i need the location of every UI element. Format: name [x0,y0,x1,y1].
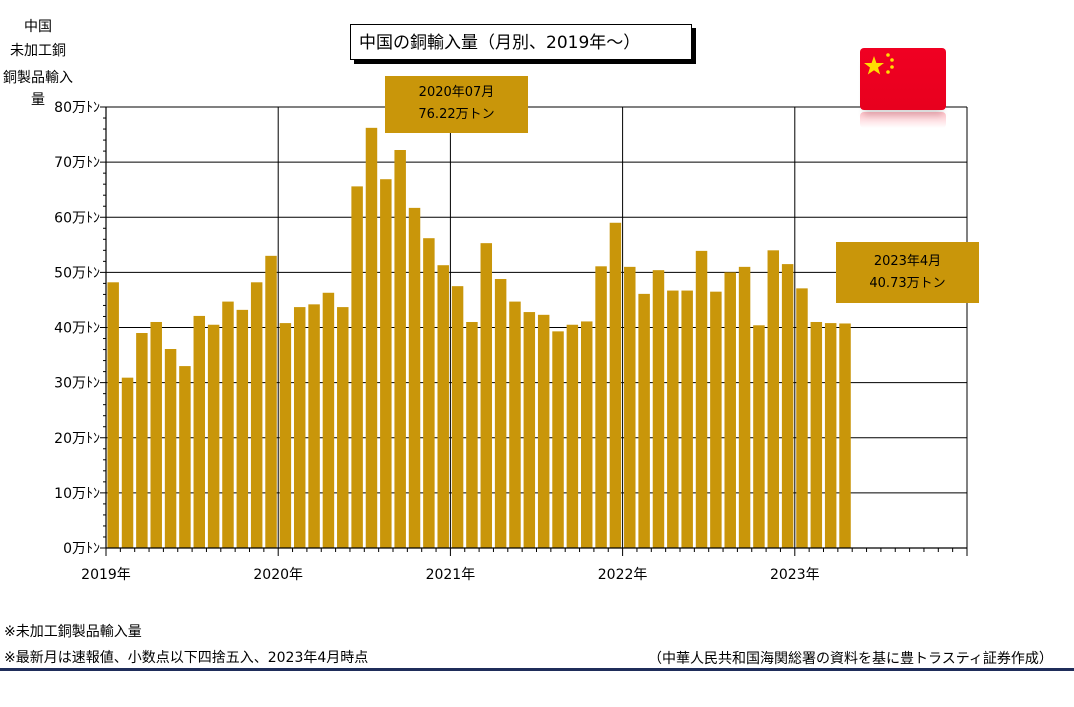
x-tick-labels: 2019年 2020年 2021年 2022年 2023年 [81,567,819,583]
china-flag-icon [860,48,946,110]
y-tick-label: 80万ﾄﾝ [54,100,100,116]
bar-2019-12 [265,255,277,548]
bar-2020-10 [408,207,421,548]
bar-2020-09 [394,149,406,548]
x-tick-label: 2020年 [253,567,303,583]
flag-reflection [860,112,946,128]
y-tick-label: 50万ﾄﾝ [54,265,100,281]
y-tick-label: 20万ﾄﾝ [54,431,100,447]
y-tick-label: 60万ﾄﾝ [54,210,100,226]
bar-2019-04 [150,321,162,548]
bar-2019-06 [179,366,191,548]
bar-2021-05 [509,301,521,548]
axes [100,106,968,556]
bar-2021-11 [595,266,607,548]
bar-2019-08 [207,324,220,548]
bar-2021-07 [537,314,550,548]
bar-2020-02 [293,307,306,548]
peak-callout-date: 2020年07月 [418,85,495,100]
latest-callout-value: 40.73万トン [869,276,946,291]
bar-2021-10 [580,321,593,548]
y-tick-label: 10万ﾄﾝ [54,486,100,502]
y-tick-label: 70万ﾄﾝ [54,155,100,171]
bar-2019-05 [164,348,177,548]
bar-2021-02 [466,321,478,548]
peak-callout-value: 76.22万トン [418,107,495,122]
bar-2019-01 [107,282,119,548]
bar-series [107,127,851,548]
bar-2020-07 [365,127,378,548]
bar-2023-03 [824,323,837,548]
bar-2022-09 [738,266,751,548]
bar-2020-08 [380,179,392,548]
y-tick-labels: 0万ﾄﾝ 10万ﾄﾝ 20万ﾄﾝ 30万ﾄﾝ 40万ﾄﾝ 50万ﾄﾝ 60万ﾄﾝ 70万ﾄﾝ 8… [54,100,100,557]
bar-2021-12 [609,222,622,548]
bar-2020-04 [322,292,335,548]
bar-2021-06 [523,312,536,548]
bar-2022-12 [781,264,794,548]
bar-2023-02 [810,321,823,548]
x-tick-label: 2022年 [598,567,648,583]
bar-2023-01 [796,288,808,548]
y-tick-label: 40万ﾄﾝ [54,321,100,337]
bar-2022-06 [695,250,708,548]
bar-2022-08 [724,272,736,548]
bar-2019-03 [136,333,148,548]
bar-2020-05 [337,307,349,548]
bar-2020-11 [423,238,435,548]
bar-2019-10 [236,309,249,548]
bar-2021-03 [480,243,493,548]
gridlines [106,106,968,549]
bar-2022-03 [652,270,665,548]
bar-2022-05 [681,290,693,548]
bar-2020-03 [308,304,320,548]
footnote-2: ※最新月は速報値、小数点以下四捨五入、2023年4月時点 [4,650,369,666]
bar-2021-01 [451,286,464,548]
peak-callout: 2020年07月 76.22万トン [385,76,528,133]
bar-2020-06 [351,186,363,548]
bar-2022-01 [624,266,636,548]
bar-2021-04 [494,278,507,548]
y-axis-label-line-3: 銅製品輸入量 [3,70,73,108]
bar-2020-01 [279,323,292,548]
bar-2019-11 [250,282,263,548]
latest-callout-date: 2023年4月 [873,254,942,269]
bar-2020-12 [437,265,449,548]
bar-2023-04 [839,323,851,548]
bar-2021-08 [552,331,564,548]
y-axis-label-line-2: 未加工銅 [10,43,66,59]
bar-2021-09 [566,324,579,548]
x-tick-label: 2023年 [770,567,820,583]
y-tick-label: 30万ﾄﾝ [54,376,100,392]
bar-2022-11 [767,250,780,548]
bar-2019-09 [222,301,234,548]
source-note: （中華人民共和国海関総署の資料を基に豊トラスティ証券作成） [648,651,1053,667]
chart-title: 中国の銅輸入量（月別、2019年～） [350,24,692,60]
y-tick-label: 0万ﾄﾝ [63,541,100,557]
bar-2022-04 [667,290,679,548]
x-tick-label: 2021年 [426,567,476,583]
bar-2019-07 [193,315,206,548]
footer-rule [0,668,1074,671]
bar-2022-02 [638,293,650,548]
x-tick-label: 2019年 [81,567,131,583]
bar-2019-02 [121,377,134,548]
footnote-1: ※未加工銅製品輸入量 [4,624,142,640]
latest-callout: 2023年4月 40.73万トン [836,242,979,303]
y-axis-label-line-1: 中国 [24,19,52,35]
bar-2022-10 [753,325,765,548]
bar-2022-07 [710,291,722,548]
